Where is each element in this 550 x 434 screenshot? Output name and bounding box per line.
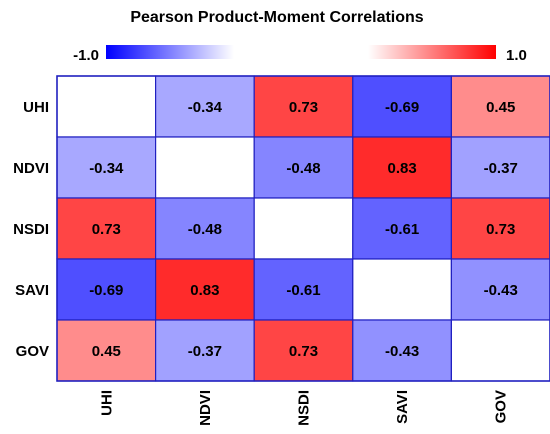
cell-value-nsdi-gov: 0.73 [486, 221, 515, 238]
heatmap-cell-uhi-gov [450, 75, 550, 138]
heatmap-cell-gov-nsdi [253, 319, 354, 382]
cell-value-nsdi-uhi: 0.73 [92, 221, 121, 238]
cell-value-gov-uhi: 0.45 [92, 343, 121, 360]
grid-border [56, 75, 550, 382]
heatmap-cell-uhi-ndvi [155, 75, 255, 138]
column-label-gov: GOV [493, 390, 510, 423]
column-label-uhi: UHI [98, 390, 115, 416]
cell-value-savi-uhi: -0.69 [89, 282, 123, 299]
heatmap-cell-ndvi-gov [450, 136, 550, 199]
cell-value-ndvi-nsdi: -0.48 [286, 160, 320, 177]
column-labels: UHI NDVI NSDI SAVI GOV [98, 390, 509, 426]
row-label-uhi: UHI [23, 99, 49, 116]
cell-value-savi-nsdi: -0.61 [286, 282, 320, 299]
row-label-ndvi: NDVI [13, 160, 49, 177]
cell-value-uhi-gov: 0.45 [486, 99, 515, 116]
cell-value-uhi-nsdi: 0.73 [289, 99, 318, 116]
heatmap-cell-gov-savi [352, 319, 452, 382]
cell-value-ndvi-savi: 0.83 [387, 160, 416, 177]
heatmap-cell-ndvi-nsdi [253, 136, 354, 199]
cell-value-ndvi-uhi: -0.34 [89, 160, 124, 177]
chart-title: Pearson Product-Moment Correlations [130, 9, 423, 26]
heatmap-cell-nsdi-gov [450, 197, 550, 260]
heatmap-cell-ndvi-ndvi [155, 136, 255, 199]
heatmap-cell-nsdi-nsdi [253, 197, 354, 260]
colorbar-min-label: -1.0 [73, 47, 99, 64]
row-label-savi: SAVI [15, 282, 49, 299]
cell-value-gov-ndvi: -0.37 [188, 343, 222, 360]
cell-value-nsdi-ndvi: -0.48 [188, 221, 222, 238]
colorbar-max-label: 1.0 [506, 47, 527, 64]
column-label-savi: SAVI [394, 390, 411, 424]
heatmap-cell-uhi-uhi [56, 75, 157, 138]
cell-value-uhi-ndvi: -0.34 [188, 99, 223, 116]
heatmap-cell-nsdi-ndvi [155, 197, 255, 260]
colorbar-positive-gradient [368, 45, 496, 59]
cell-value-uhi-savi: -0.69 [385, 99, 419, 116]
heatmap-cells [56, 75, 550, 382]
heatmap-cell-labels: -0.34 0.73 -0.69 0.45 -0.34 -0.48 0.83 -0.37 0.7… [89, 99, 518, 360]
heatmap-cell-gov-ndvi [155, 319, 255, 382]
cell-value-savi-ndvi: 0.83 [190, 282, 219, 299]
cell-value-gov-nsdi: 0.73 [289, 343, 318, 360]
cell-value-ndvi-gov: -0.37 [484, 160, 518, 177]
cell-value-savi-gov: -0.43 [484, 282, 518, 299]
row-labels: UHI NDVI NSDI SAVI GOV [13, 99, 49, 360]
column-label-ndvi: NDVI [197, 390, 214, 426]
heatmap-cell-gov-gov [450, 319, 550, 382]
cell-value-gov-savi: -0.43 [385, 343, 419, 360]
heatmap-cell-savi-savi [352, 258, 452, 321]
column-label-nsdi: NSDI [296, 390, 313, 426]
cell-value-nsdi-savi: -0.61 [385, 221, 419, 238]
colorbar-negative-gradient [106, 45, 234, 59]
row-label-nsdi: NSDI [13, 221, 49, 238]
row-label-gov: GOV [16, 343, 49, 360]
heatmap-cell-savi-ndvi [155, 258, 255, 321]
heatmap-cell-uhi-nsdi [253, 75, 354, 138]
heatmap-cell-savi-gov [450, 258, 550, 321]
